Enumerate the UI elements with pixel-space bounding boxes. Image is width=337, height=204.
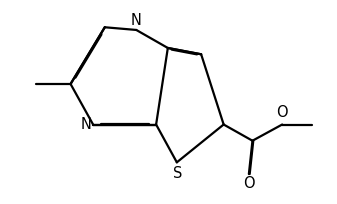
Text: O: O [276,105,288,120]
Text: O: O [243,176,255,191]
Text: S: S [174,166,183,181]
Text: N: N [80,117,91,132]
Text: N: N [131,13,142,28]
